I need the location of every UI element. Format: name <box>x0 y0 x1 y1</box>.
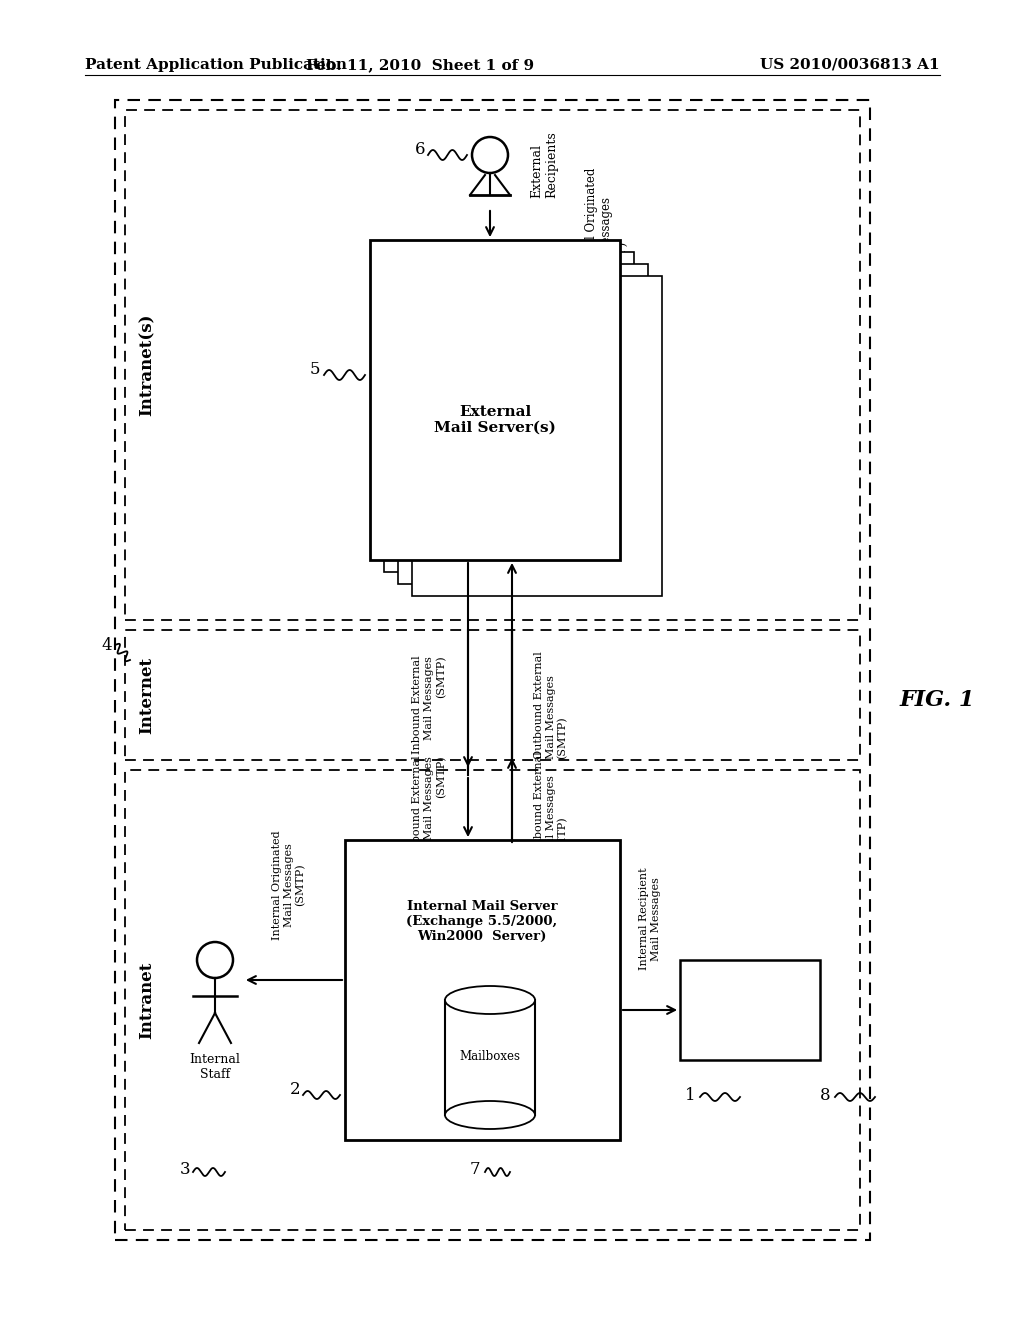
Bar <box>345 840 620 1140</box>
Text: Feb. 11, 2010  Sheet 1 of 9: Feb. 11, 2010 Sheet 1 of 9 <box>306 58 535 73</box>
Text: Mailboxes: Mailboxes <box>460 1051 520 1064</box>
Text: Outbound External
Mail Messages
(SMTP): Outbound External Mail Messages (SMTP) <box>534 751 567 859</box>
Text: 8: 8 <box>819 1086 830 1104</box>
Bar <box>125 110 860 620</box>
Text: External
Mail Server(s): External Mail Server(s) <box>434 405 556 436</box>
Text: Internal Originated
Mail Messages
(SMTP): Internal Originated Mail Messages (SMTP) <box>272 830 306 940</box>
Bar <box>370 240 620 560</box>
Bar <box>384 252 634 572</box>
Text: Archive: Archive <box>718 1003 782 1016</box>
Bar <box>412 276 662 597</box>
Text: 5: 5 <box>309 362 321 379</box>
Text: Outbound External
Mail Messages
(SMTP): Outbound External Mail Messages (SMTP) <box>534 651 567 759</box>
Text: Inbound External
Mail Messages
(SMTP): Inbound External Mail Messages (SMTP) <box>413 656 446 754</box>
Bar <box>398 264 648 583</box>
Text: Internal Recipient
Mail Messages: Internal Recipient Mail Messages <box>639 867 660 970</box>
Text: 1: 1 <box>685 1086 695 1104</box>
Bar <box>680 960 820 1060</box>
Text: External
Recipients: External Recipients <box>530 132 558 198</box>
Text: Intranet: Intranet <box>138 961 156 1039</box>
Text: 4: 4 <box>101 636 113 653</box>
Text: Internet: Internet <box>138 656 156 734</box>
Bar <box>125 630 860 760</box>
Bar <box>125 770 860 1230</box>
Text: Intranet(s): Intranet(s) <box>138 314 156 416</box>
Ellipse shape <box>445 986 535 1014</box>
Text: Internal
Staff: Internal Staff <box>189 1053 241 1081</box>
Ellipse shape <box>445 1101 535 1129</box>
Text: Inbound External
Mail Messages
(SMTP): Inbound External Mail Messages (SMTP) <box>413 755 446 854</box>
Bar <box>115 100 870 1239</box>
Text: Patent Application Publication: Patent Application Publication <box>85 58 347 73</box>
Text: 3: 3 <box>179 1162 190 1179</box>
Text: US 2010/0036813 A1: US 2010/0036813 A1 <box>761 58 940 73</box>
Text: Internal Mail Server
(Exchange 5.5/2000,
Win2000  Server): Internal Mail Server (Exchange 5.5/2000,… <box>407 900 557 942</box>
Text: 6: 6 <box>415 141 425 158</box>
Text: 2: 2 <box>290 1081 300 1098</box>
Text: FIG. 1: FIG. 1 <box>900 689 976 711</box>
Text: External Originated
Mail Messages
(SMTP): External Originated Mail Messages (SMTP) <box>585 168 628 286</box>
Text: 7: 7 <box>470 1162 480 1179</box>
